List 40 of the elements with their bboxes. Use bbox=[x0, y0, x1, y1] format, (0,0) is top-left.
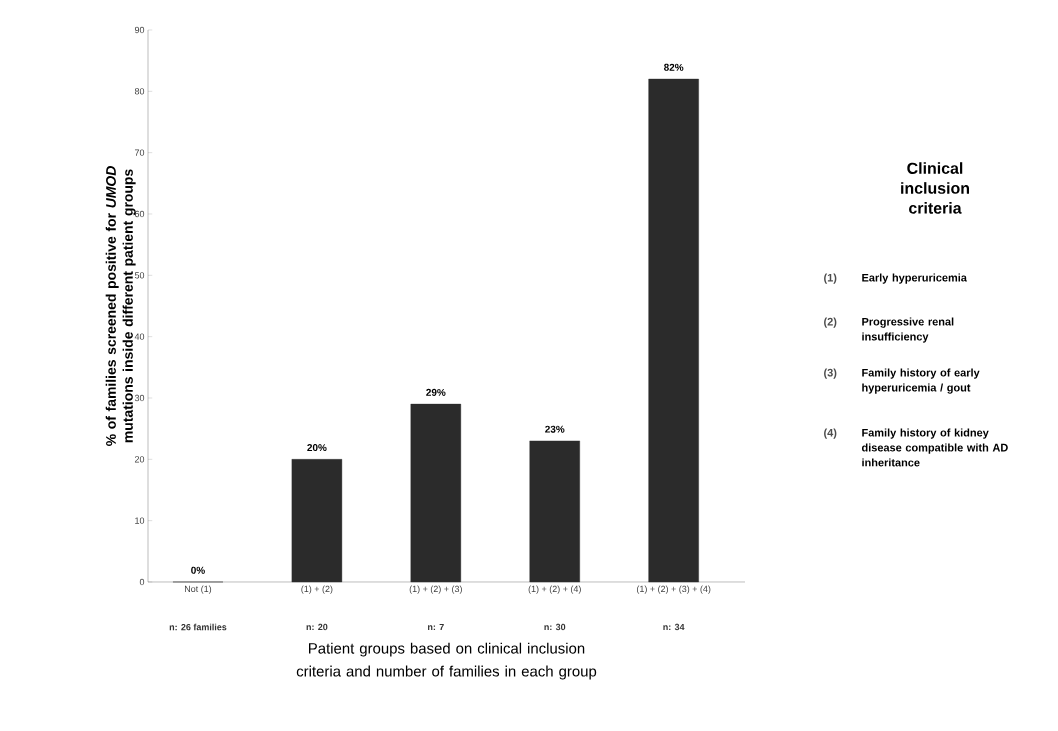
y-tick-label: 80 bbox=[134, 88, 145, 95]
text: (4) bbox=[824, 428, 837, 439]
text: n: 7 bbox=[428, 623, 444, 631]
text: n: 34 bbox=[663, 623, 685, 631]
data-label: 20% bbox=[307, 444, 327, 452]
y-tick-label: 30 bbox=[134, 394, 145, 402]
y-tick-label: 70 bbox=[134, 149, 145, 156]
x-axis-title: Patient groups based on clinical inclusion criteria and number of families in each group bbox=[296, 642, 597, 680]
y-tick-label: 20 bbox=[134, 456, 145, 463]
text: Early hyperuricemia bbox=[862, 273, 967, 284]
x-tick-label: (1) + (2) + (4) bbox=[528, 585, 581, 594]
y-tick-label: 60 bbox=[134, 210, 145, 218]
y-tick-label: 0 bbox=[139, 578, 145, 586]
bar bbox=[648, 78, 699, 583]
data-label: 29% bbox=[426, 388, 446, 396]
text: Clinical inclusion criteria bbox=[901, 162, 970, 214]
y-axis-title: % of families screened positive for UMOD mutations inside different patient groups bbox=[105, 166, 136, 446]
text: Progressive renal insufficiency bbox=[862, 317, 954, 343]
text: (1) bbox=[824, 273, 837, 284]
text: n: 20 bbox=[306, 623, 328, 631]
text: (2) bbox=[824, 317, 837, 328]
x-tick-label: Not (1) bbox=[184, 585, 212, 594]
y-tick-label: 10 bbox=[135, 517, 145, 524]
y-tick-label: 40 bbox=[134, 333, 145, 340]
data-label: 0% bbox=[191, 566, 205, 574]
bar bbox=[410, 403, 462, 583]
x-tick-label: (1) + (2) + (3) + (4) bbox=[636, 585, 711, 594]
bar bbox=[291, 459, 343, 583]
y-tick-label: 50 bbox=[134, 272, 145, 279]
bar bbox=[529, 440, 580, 583]
data-label: 23% bbox=[545, 425, 565, 433]
y-tick-label: 90 bbox=[134, 26, 145, 34]
text: (3) bbox=[824, 368, 837, 379]
text: Family history of early hyperuricemia / gout bbox=[862, 368, 980, 394]
x-tick-label: (1) + (2) bbox=[301, 585, 333, 594]
text: n: 30 bbox=[544, 623, 566, 631]
text: n: 26 families bbox=[169, 623, 227, 631]
text: Family history of kidney disease compatible with AD inheritance bbox=[861, 428, 1008, 467]
x-tick-label: (1) + (2) + (3) bbox=[409, 585, 462, 594]
data-label: 82% bbox=[664, 63, 684, 71]
